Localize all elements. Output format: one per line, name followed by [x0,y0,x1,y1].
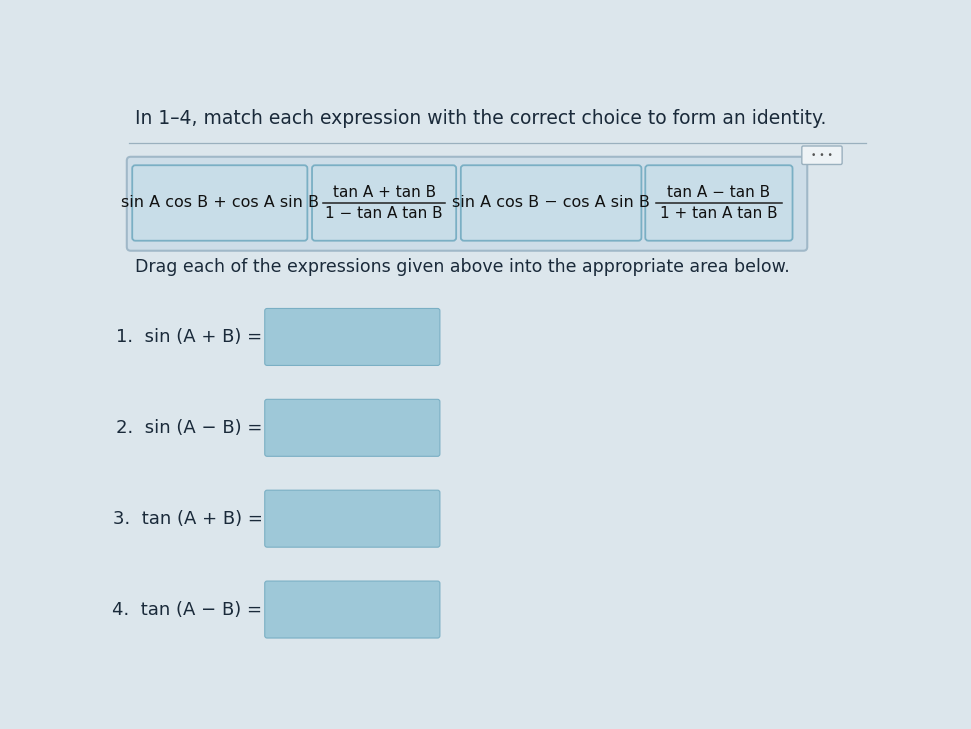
Text: 2.  sin (A − B) =: 2. sin (A − B) = [117,419,262,437]
Text: 1 + tan A tan B: 1 + tan A tan B [660,206,778,222]
FancyBboxPatch shape [132,165,308,241]
FancyBboxPatch shape [461,165,642,241]
FancyBboxPatch shape [312,165,456,241]
Text: tan A + tan B: tan A + tan B [332,185,436,200]
Text: • • •: • • • [811,151,833,160]
FancyBboxPatch shape [265,308,440,365]
Text: 1.  sin (A + B) =: 1. sin (A + B) = [117,328,262,346]
Text: sin A cos B + cos A sin B: sin A cos B + cos A sin B [120,195,318,211]
FancyBboxPatch shape [265,490,440,547]
Text: In 1–4, match each expression with the correct choice to form an identity.: In 1–4, match each expression with the c… [135,109,826,128]
Text: 4.  tan (A − B) =: 4. tan (A − B) = [113,601,262,618]
Text: 3.  tan (A + B) =: 3. tan (A + B) = [113,510,262,528]
FancyBboxPatch shape [265,399,440,456]
FancyBboxPatch shape [646,165,792,241]
Text: 1 − tan A tan B: 1 − tan A tan B [325,206,443,222]
Text: Drag each of the expressions given above into the appropriate area below.: Drag each of the expressions given above… [135,258,790,276]
Text: tan A − tan B: tan A − tan B [667,185,770,200]
FancyBboxPatch shape [127,157,807,251]
FancyBboxPatch shape [265,581,440,638]
FancyBboxPatch shape [802,146,842,165]
Text: sin A cos B − cos A sin B: sin A cos B − cos A sin B [452,195,650,211]
